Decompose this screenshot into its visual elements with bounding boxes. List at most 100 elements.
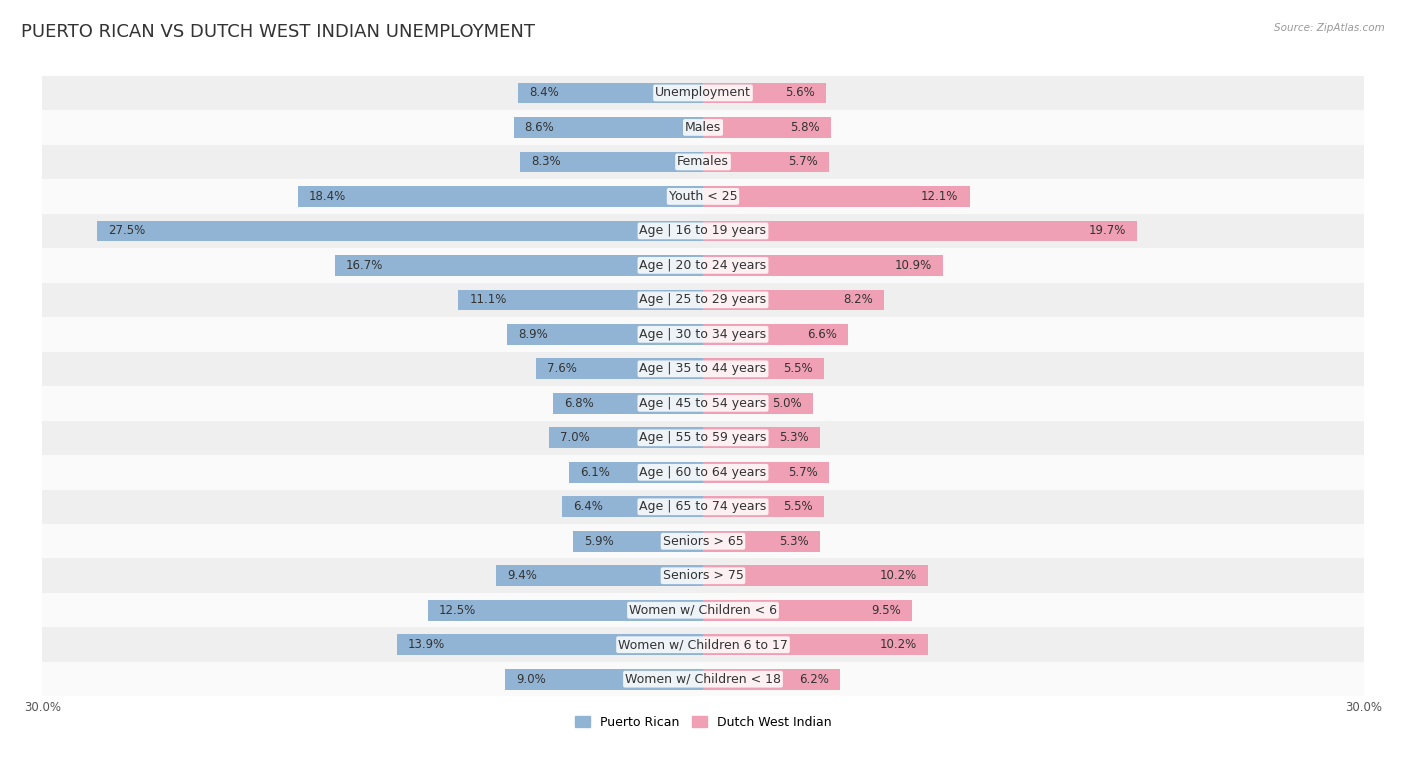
Bar xyxy=(396,634,703,655)
Bar xyxy=(42,386,1364,421)
Bar xyxy=(42,662,1364,696)
Text: 8.9%: 8.9% xyxy=(517,328,548,341)
Text: 5.0%: 5.0% xyxy=(772,397,801,410)
Text: 27.5%: 27.5% xyxy=(108,224,145,238)
Bar xyxy=(703,428,820,448)
Text: 7.0%: 7.0% xyxy=(560,431,589,444)
Text: 5.7%: 5.7% xyxy=(787,155,817,168)
Bar xyxy=(335,255,703,276)
Text: 16.7%: 16.7% xyxy=(346,259,384,272)
Text: 12.1%: 12.1% xyxy=(921,190,959,203)
Text: 18.4%: 18.4% xyxy=(309,190,346,203)
Text: 6.1%: 6.1% xyxy=(579,466,610,478)
Text: Source: ZipAtlas.com: Source: ZipAtlas.com xyxy=(1274,23,1385,33)
Bar xyxy=(562,497,703,517)
Bar xyxy=(42,421,1364,455)
Text: 8.3%: 8.3% xyxy=(531,155,561,168)
Bar xyxy=(42,559,1364,593)
Text: Age | 35 to 44 years: Age | 35 to 44 years xyxy=(640,363,766,375)
Bar xyxy=(703,497,824,517)
Text: 7.6%: 7.6% xyxy=(547,363,576,375)
Text: Age | 16 to 19 years: Age | 16 to 19 years xyxy=(640,224,766,238)
Text: 5.5%: 5.5% xyxy=(783,363,813,375)
Text: 8.4%: 8.4% xyxy=(529,86,558,99)
Bar xyxy=(703,83,827,103)
Text: 6.6%: 6.6% xyxy=(807,328,838,341)
Text: Females: Females xyxy=(678,155,728,168)
Text: Women w/ Children < 6: Women w/ Children < 6 xyxy=(628,604,778,617)
Bar xyxy=(703,220,1137,241)
Text: 6.8%: 6.8% xyxy=(564,397,593,410)
Text: Males: Males xyxy=(685,121,721,134)
Text: Age | 45 to 54 years: Age | 45 to 54 years xyxy=(640,397,766,410)
Text: 9.0%: 9.0% xyxy=(516,673,546,686)
Bar xyxy=(703,462,828,483)
Bar xyxy=(508,324,703,344)
Bar xyxy=(553,393,703,413)
Bar xyxy=(298,186,703,207)
Bar xyxy=(568,462,703,483)
Text: 8.6%: 8.6% xyxy=(524,121,554,134)
Bar xyxy=(42,317,1364,351)
Bar xyxy=(703,255,943,276)
Bar xyxy=(42,213,1364,248)
Text: 6.4%: 6.4% xyxy=(574,500,603,513)
Bar xyxy=(703,393,813,413)
Text: Age | 60 to 64 years: Age | 60 to 64 years xyxy=(640,466,766,478)
Bar xyxy=(703,531,820,552)
Text: 9.4%: 9.4% xyxy=(508,569,537,582)
Text: Seniors > 65: Seniors > 65 xyxy=(662,534,744,548)
Bar xyxy=(42,145,1364,179)
Text: 10.9%: 10.9% xyxy=(894,259,932,272)
Legend: Puerto Rican, Dutch West Indian: Puerto Rican, Dutch West Indian xyxy=(569,711,837,734)
Text: 5.3%: 5.3% xyxy=(779,431,808,444)
Bar xyxy=(505,669,703,690)
Bar xyxy=(574,531,703,552)
Text: Seniors > 75: Seniors > 75 xyxy=(662,569,744,582)
Text: Unemployment: Unemployment xyxy=(655,86,751,99)
Bar xyxy=(42,524,1364,559)
Bar xyxy=(458,289,703,310)
Text: Age | 25 to 29 years: Age | 25 to 29 years xyxy=(640,294,766,307)
Text: 11.1%: 11.1% xyxy=(470,294,508,307)
Bar xyxy=(42,490,1364,524)
Bar xyxy=(42,455,1364,490)
Text: 13.9%: 13.9% xyxy=(408,638,446,651)
Bar xyxy=(703,634,928,655)
Bar xyxy=(42,248,1364,282)
Bar xyxy=(536,359,703,379)
Bar xyxy=(703,186,970,207)
Bar xyxy=(703,600,912,621)
Bar xyxy=(703,669,839,690)
Bar xyxy=(42,351,1364,386)
Text: 5.7%: 5.7% xyxy=(787,466,817,478)
Text: 8.2%: 8.2% xyxy=(842,294,873,307)
Text: 5.6%: 5.6% xyxy=(786,86,815,99)
Text: PUERTO RICAN VS DUTCH WEST INDIAN UNEMPLOYMENT: PUERTO RICAN VS DUTCH WEST INDIAN UNEMPL… xyxy=(21,23,536,41)
Text: Age | 65 to 74 years: Age | 65 to 74 years xyxy=(640,500,766,513)
Text: 5.9%: 5.9% xyxy=(583,534,614,548)
Bar xyxy=(520,151,703,173)
Bar xyxy=(517,83,703,103)
Bar xyxy=(42,76,1364,111)
Bar xyxy=(703,324,848,344)
Text: 5.8%: 5.8% xyxy=(790,121,820,134)
Bar xyxy=(42,593,1364,628)
Text: Youth < 25: Youth < 25 xyxy=(669,190,737,203)
Bar xyxy=(97,220,703,241)
Text: Women w/ Children 6 to 17: Women w/ Children 6 to 17 xyxy=(619,638,787,651)
Bar xyxy=(42,282,1364,317)
Text: Age | 30 to 34 years: Age | 30 to 34 years xyxy=(640,328,766,341)
Bar xyxy=(42,111,1364,145)
Text: 10.2%: 10.2% xyxy=(879,638,917,651)
Bar xyxy=(703,565,928,586)
Bar xyxy=(42,628,1364,662)
Text: Age | 20 to 24 years: Age | 20 to 24 years xyxy=(640,259,766,272)
Bar xyxy=(427,600,703,621)
Bar xyxy=(42,179,1364,213)
Bar xyxy=(703,117,831,138)
Text: Age | 55 to 59 years: Age | 55 to 59 years xyxy=(640,431,766,444)
Text: 5.3%: 5.3% xyxy=(779,534,808,548)
Text: Women w/ Children < 18: Women w/ Children < 18 xyxy=(626,673,780,686)
Text: 10.2%: 10.2% xyxy=(879,569,917,582)
